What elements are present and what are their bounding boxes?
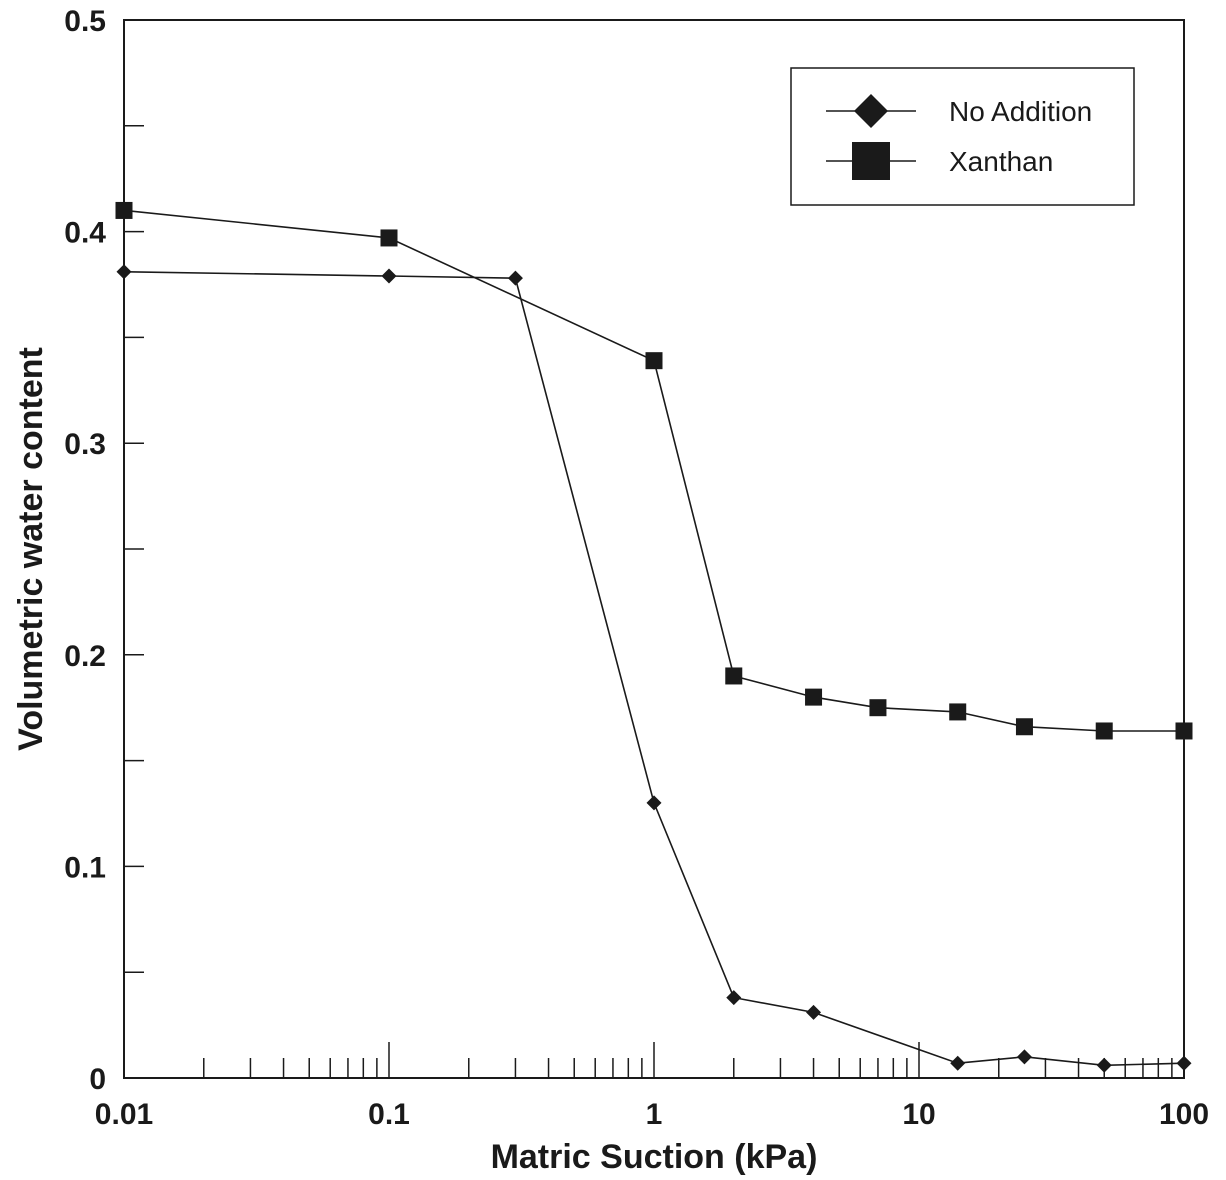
legend-box — [790, 67, 1135, 206]
y-tick-label: 0.1 — [64, 851, 106, 884]
x-tick-label: 1 — [646, 1098, 663, 1131]
data-point-diamond — [381, 268, 397, 284]
y-tick-label: 0 — [89, 1063, 106, 1096]
data-point-square — [725, 667, 743, 685]
legend-label-no-addition: No Addition — [949, 96, 1092, 127]
data-point-diamond — [950, 1055, 966, 1071]
data-point-diamond — [646, 795, 662, 811]
data-point-diamond — [1096, 1057, 1112, 1073]
y-axis-ticks: 0 0.1 0.2 0.3 0.4 0.5 — [64, 5, 144, 1096]
x-tick-label: 0.01 — [95, 1098, 153, 1131]
data-point-square — [1175, 722, 1193, 740]
data-point-square — [949, 703, 967, 721]
data-point-diamond — [507, 270, 523, 286]
x-axis-title: Matric Suction (kPa) — [491, 1138, 818, 1176]
legend-marker-diamond — [854, 94, 888, 128]
data-point-square — [1015, 718, 1033, 736]
data-point-diamond — [1176, 1055, 1192, 1071]
data-point-square — [115, 201, 133, 219]
x-axis-ticks: 0.01 0.1 1 10 100 — [95, 1042, 1209, 1131]
data-point-square — [380, 229, 398, 247]
x-tick-label: 10 — [902, 1098, 935, 1131]
x-tick-label: 100 — [1159, 1098, 1209, 1131]
legend-label-xanthan: Xanthan — [949, 146, 1053, 177]
y-tick-label: 0.5 — [64, 5, 106, 38]
y-tick-label: 0.3 — [64, 428, 106, 461]
series-line-1 — [123, 209, 1184, 732]
y-tick-label: 0.2 — [64, 640, 106, 673]
legend-marker-square — [852, 142, 890, 180]
data-point-square — [805, 688, 823, 706]
data-point-diamond — [1016, 1049, 1032, 1065]
y-axis-title: Volumetric water content — [12, 347, 50, 751]
legend: No Addition Xanthan — [790, 67, 1135, 206]
data-point-square — [869, 699, 887, 717]
series-layer — [115, 201, 1193, 1073]
y-tick-label: 0.4 — [64, 217, 106, 250]
data-point-diamond — [116, 264, 132, 280]
data-point-diamond — [806, 1004, 822, 1020]
data-point-square — [645, 352, 663, 370]
series-line-0 — [123, 271, 1185, 1067]
x-tick-label: 0.1 — [368, 1098, 410, 1131]
data-point-diamond — [726, 990, 742, 1006]
data-point-square — [1095, 722, 1113, 740]
